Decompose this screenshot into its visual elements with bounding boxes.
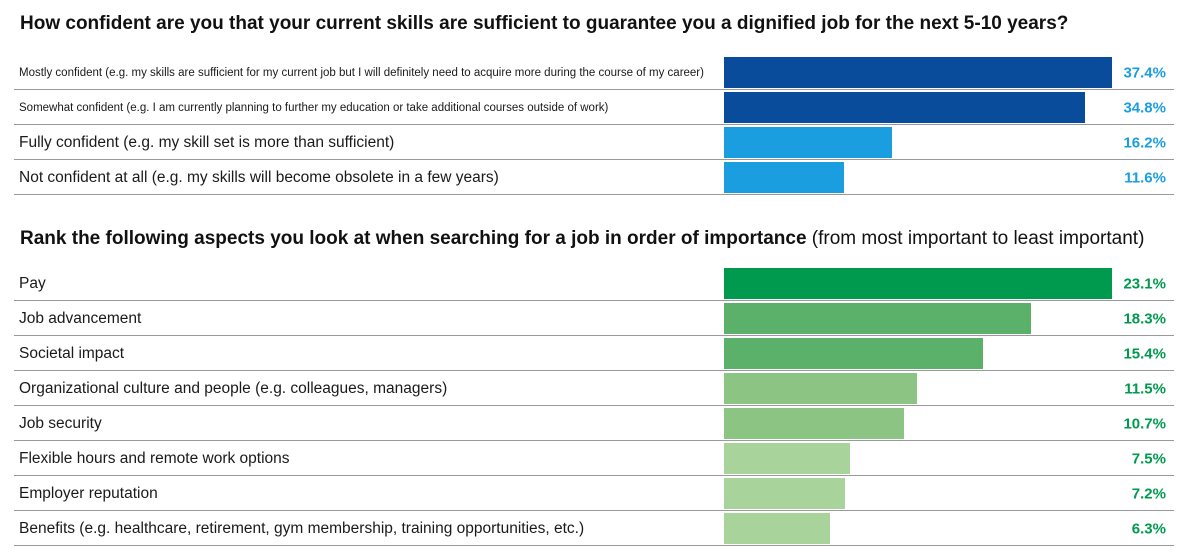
bar	[724, 303, 1032, 334]
category-label: Societal impact	[19, 344, 125, 362]
value-label: 7.2%	[1131, 485, 1166, 502]
category-label: Pay	[19, 274, 46, 292]
bar	[724, 478, 845, 509]
bar	[724, 57, 1112, 88]
category-label: Employer reputation	[19, 484, 158, 502]
value-label: 23.1%	[1123, 275, 1166, 292]
bar	[724, 513, 830, 544]
chart-row: Flexible hours and remote work options 7.…	[14, 442, 1174, 476]
bar	[724, 373, 918, 404]
bar	[724, 268, 1112, 299]
chart-row: Organizational culture and people (e.g. …	[14, 372, 1174, 406]
chart-row: Societal impact 15.4%	[14, 337, 1174, 371]
value-label: 18.3%	[1123, 310, 1166, 327]
chart-row: Mostly confident (e.g. my skills are suf…	[14, 56, 1174, 90]
chart-row: Employer reputation 7.2%	[14, 477, 1174, 511]
value-label: 37.4%	[1123, 64, 1166, 81]
category-label: Somewhat confident (e.g. I am currently …	[19, 101, 609, 114]
value-label: 16.2%	[1123, 134, 1166, 151]
chart-row: Benefits (e.g. healthcare, retirement, g…	[14, 512, 1174, 546]
category-label: Flexible hours and remote work options	[19, 449, 290, 467]
category-label: Organizational culture and people (e.g. …	[19, 379, 448, 397]
chart-row: Job security 10.7%	[14, 407, 1174, 441]
category-label: Job advancement	[19, 309, 142, 327]
bar	[724, 127, 893, 158]
category-label: Not confident at all (e.g. my skills wil…	[19, 168, 499, 186]
category-label: Benefits (e.g. healthcare, retirement, g…	[19, 519, 585, 537]
bar	[724, 162, 845, 193]
value-label: 15.4%	[1123, 345, 1166, 362]
category-label: Job security	[19, 414, 102, 432]
bar	[724, 338, 983, 369]
chart-row: Pay 23.1%	[14, 267, 1174, 301]
chart-row: Job advancement 18.3%	[14, 302, 1174, 336]
category-label: Fully confident (e.g. my skill set is mo…	[19, 133, 395, 151]
bar	[724, 408, 904, 439]
bar	[724, 443, 850, 474]
confidence-chart-title: How confident are you that your current …	[20, 13, 1069, 34]
value-label: 6.3%	[1131, 520, 1166, 537]
value-label: 10.7%	[1123, 415, 1166, 432]
value-label: 7.5%	[1131, 450, 1166, 467]
chart-row: Somewhat confident (e.g. I am currently …	[14, 91, 1174, 125]
value-label: 11.5%	[1124, 380, 1166, 397]
chart-row: Not confident at all (e.g. my skills wil…	[14, 161, 1174, 195]
category-label: Mostly confident (e.g. my skills are suf…	[19, 66, 704, 79]
value-label: 34.8%	[1123, 99, 1166, 116]
bar	[724, 92, 1086, 123]
job-aspects-title-bold: Rank the following aspects you look at w…	[20, 228, 807, 249]
chart-row: Fully confident (e.g. my skill set is mo…	[14, 126, 1174, 160]
job-aspects-title-normal: (from most important to least important)	[806, 228, 1145, 249]
value-label: 11.6%	[1124, 169, 1166, 186]
job-aspects-chart-title: Rank the following aspects you look at w…	[20, 228, 1144, 250]
